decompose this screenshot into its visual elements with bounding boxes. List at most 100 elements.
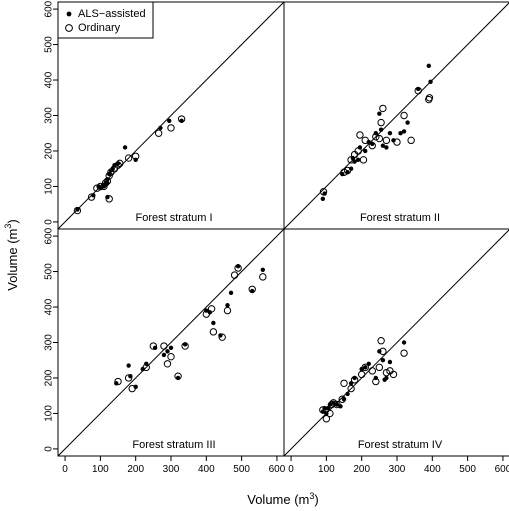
y-tick-label: 500 [44, 263, 55, 280]
data-point [259, 273, 267, 281]
data-point [105, 195, 113, 203]
data-point [345, 391, 350, 397]
data-point [319, 406, 327, 414]
data-point [338, 395, 346, 403]
data-point [103, 177, 112, 185]
data-point [377, 118, 385, 127]
data-point [400, 349, 408, 357]
data-point [401, 129, 407, 134]
x-tick-label: 0 [288, 464, 294, 475]
data-point [248, 285, 256, 293]
panel-title: Forest stratum II [360, 212, 440, 224]
y-tick-label: 300 [44, 334, 55, 351]
panel-2: Forest stratum II [283, 1, 509, 230]
y-tick-label: 100 [44, 405, 55, 422]
data-point [384, 145, 389, 150]
legend-label: ALS−assisted [78, 8, 146, 20]
data-point [378, 127, 384, 132]
x-tick-label: 100 [318, 464, 335, 475]
data-point [379, 347, 387, 356]
data-point [372, 377, 380, 386]
x-tick-label: 0 [62, 464, 68, 475]
data-point [326, 409, 334, 418]
data-point [124, 154, 133, 162]
data-point [114, 161, 122, 169]
series-als-assisted [114, 264, 266, 390]
data-point [426, 63, 431, 69]
data-point [407, 136, 415, 145]
data-point [149, 342, 158, 350]
data-point [382, 368, 391, 377]
data-point [361, 136, 369, 145]
data-point [167, 352, 175, 361]
data-point [375, 363, 384, 372]
data-point [122, 145, 128, 150]
data-point [387, 131, 393, 136]
data-point [218, 333, 226, 341]
series-als-assisted [320, 63, 433, 202]
data-point [140, 366, 145, 372]
panel-title: Forest stratum III [132, 439, 215, 451]
legend-marker-filled [66, 11, 72, 17]
data-point [357, 370, 366, 379]
data-point [387, 359, 393, 365]
x-axis-label-text: Volume (m [247, 492, 309, 507]
x-tick-label: 100 [92, 464, 109, 475]
data-point [234, 264, 242, 272]
one-to-one-line [57, 228, 285, 457]
data-point [372, 133, 380, 141]
data-point [414, 86, 422, 95]
data-point [368, 367, 376, 375]
y-tick-label: 400 [44, 298, 55, 315]
one-to-one-line [283, 229, 509, 457]
y-axis-label-text: Volume (m [5, 229, 20, 291]
data-point [384, 375, 389, 381]
data-point [260, 267, 266, 272]
data-point [116, 159, 124, 168]
data-point [225, 303, 230, 308]
legend-box [57, 1, 154, 39]
data-point [357, 145, 363, 150]
y-tick-label: 100 [44, 178, 55, 195]
data-point [380, 143, 386, 148]
series-ordinary [73, 115, 186, 215]
data-point [165, 349, 170, 354]
data-point [359, 366, 364, 372]
data-point [124, 374, 133, 382]
panel-grid: 0 100 200 300 400 500 600 Forest stratum I Fores… [44, 0, 509, 475]
x-tick-label: 500 [233, 464, 250, 475]
data-point [338, 404, 343, 409]
x-tick-label: 200 [127, 464, 144, 475]
data-point [340, 379, 348, 387]
data-point [230, 271, 239, 279]
data-point [368, 141, 376, 150]
data-point [75, 207, 80, 212]
data-point [174, 372, 182, 380]
data-point [391, 138, 396, 143]
data-point [177, 115, 186, 123]
data-point [133, 384, 138, 390]
data-point [131, 152, 140, 160]
panel-title: Forest stratum IV [358, 439, 443, 451]
data-point [161, 352, 167, 358]
data-point [398, 131, 403, 136]
data-point [347, 156, 355, 164]
data-point [377, 337, 385, 345]
data-point [202, 310, 211, 318]
panel-4: 0 100 200 300 400 500 600 Forest stratum IV [283, 228, 509, 475]
data-point [343, 166, 352, 175]
data-point [228, 290, 234, 296]
data-point [377, 111, 382, 116]
data-point [154, 129, 163, 137]
y-axis-label-close: ) [5, 219, 20, 223]
y-tick-label: 400 [44, 71, 55, 88]
y-tick-label: 300 [44, 107, 55, 124]
data-point [211, 320, 216, 326]
data-point [333, 400, 341, 409]
data-point [348, 166, 354, 171]
panel-title: Forest stratum I [135, 212, 212, 224]
data-point [401, 340, 407, 345]
data-point [319, 188, 328, 196]
data-point [163, 360, 172, 368]
